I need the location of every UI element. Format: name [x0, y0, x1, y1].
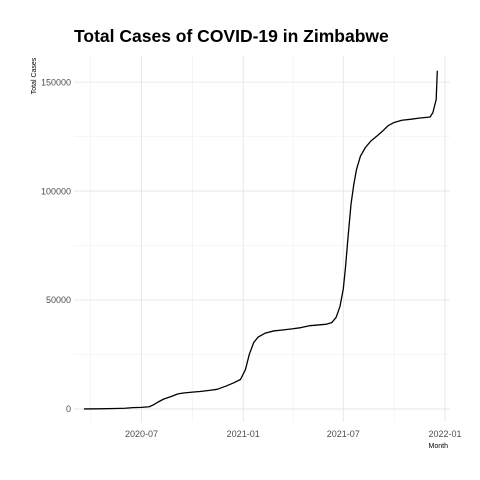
grid-lines: [74, 56, 450, 422]
y-tick-label: 150000: [41, 77, 71, 87]
y-tick-label: 100000: [41, 186, 71, 196]
x-axis-title: Month: [429, 443, 449, 450]
x-tick-label: 2022-01: [429, 429, 462, 439]
x-tick-label: 2020-07: [125, 429, 158, 439]
y-tick-label: 0: [66, 404, 71, 414]
tick-labels: 0 50000 100000 150000 2020-07 2021-01 2021-07 2…: [41, 77, 462, 439]
chart-title: Total Cases of COVID-19 in Zimbabwe: [74, 26, 389, 46]
y-axis-title: Total Cases: [31, 57, 38, 94]
series-line: [83, 70, 438, 410]
series-layer: [83, 70, 438, 410]
y-tick-label: 50000: [46, 295, 71, 305]
x-tick-label: 2021-07: [327, 429, 360, 439]
x-tick-label: 2021-01: [227, 429, 260, 439]
